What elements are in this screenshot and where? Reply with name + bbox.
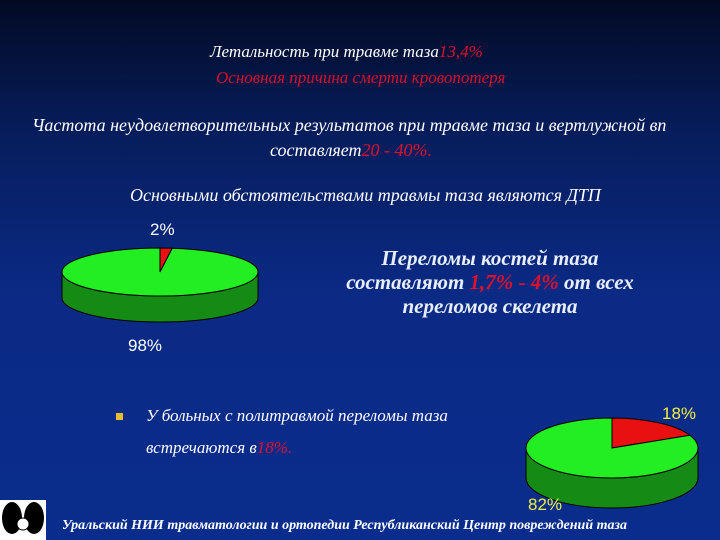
pie0-slice-1 — [61, 247, 259, 297]
pie1-slice-0 — [611, 417, 692, 449]
mortality-value: 13,4% — [438, 42, 483, 61]
fractures-b: от всех переломов скелета — [402, 270, 634, 318]
pie-chart-dtp — [61, 247, 259, 323]
bullet-line-2-value: 18%. — [256, 438, 293, 457]
pie-chart-polytrauma — [525, 417, 699, 509]
footer: Уральский НИИ травматологии и ортопедии … — [62, 518, 627, 533]
unsatisfactory-line-2: составляет20 - 40%. — [270, 140, 432, 161]
pie1-slice-1 — [525, 417, 699, 479]
unsatisfactory-prefix: составляет — [270, 140, 362, 160]
pie0-label-1: 98% — [128, 336, 163, 355]
bullet-line-2-prefix: встречаются в — [146, 438, 257, 457]
fractures-value: 1,7% - 4% — [469, 270, 559, 294]
bullet-line-1: У больных с политравмой переломы таза — [146, 406, 448, 425]
pie0-label-0: 2% — [150, 220, 175, 239]
pie1-label-1: 82% — [528, 495, 563, 514]
fractures-text: Переломы костей таза составляют 1,7% - 4… — [320, 246, 660, 318]
bullet-icon — [116, 413, 123, 420]
circumstances-line: Основными обстоятельствами травмы таза я… — [130, 185, 601, 205]
pie1-label-0: 18% — [662, 404, 697, 423]
institute-logo — [0, 500, 46, 540]
mortality-line: Летальность при травме таза13,4% — [210, 42, 483, 62]
main-cause: Основная причина смерти кровопотеря — [216, 68, 506, 87]
fractures-a: Переломы костей таза составляют — [346, 246, 599, 294]
unsatisfactory-value: 20 - 40%. — [361, 140, 433, 160]
mortality-text: Летальность при травме таза — [210, 42, 439, 61]
unsatisfactory-line: Частота неудовлетворительных результатов… — [32, 115, 667, 135]
bullet-line-2: встречаются в18%. — [146, 438, 292, 458]
